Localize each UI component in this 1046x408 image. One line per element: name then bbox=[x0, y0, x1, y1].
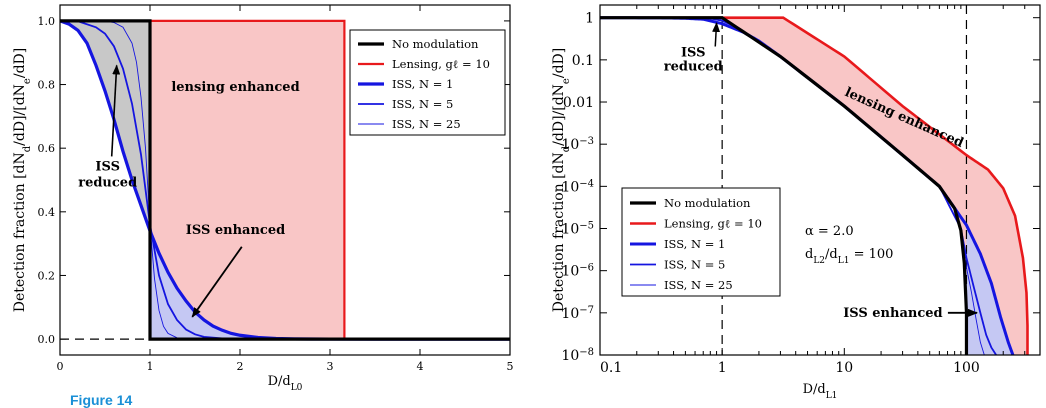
lensing-enhanced-region bbox=[150, 20, 345, 340]
iss-reduced-region bbox=[60, 20, 150, 231]
y-tick-label: 0.4 bbox=[38, 206, 56, 219]
x-tick-label: 5 bbox=[507, 360, 514, 373]
x-axis-label: D/dL0 bbox=[268, 374, 303, 393]
series-line-1 bbox=[600, 16, 1029, 355]
x-tick-label: 2 bbox=[237, 360, 244, 373]
arrow-iss-enhanced bbox=[191, 246, 243, 318]
legend-label: Lensing, gℓ = 10 bbox=[664, 217, 762, 231]
y-tick-label: 0.1 bbox=[572, 53, 594, 69]
y-tick-label: 1.0 bbox=[38, 15, 56, 28]
x-tick-label: 4 bbox=[417, 360, 424, 373]
y-tick-label: 10−3 bbox=[561, 136, 594, 154]
y-tick-label: 0.0 bbox=[38, 333, 56, 346]
legend-label: No modulation bbox=[664, 196, 751, 210]
series-line-0 bbox=[600, 16, 969, 355]
y-tick-label: 10−8 bbox=[561, 347, 594, 365]
y-tick-label: 0.8 bbox=[38, 79, 56, 92]
x-tick-label: 1 bbox=[718, 360, 727, 376]
y-tick-label: 10−4 bbox=[561, 178, 594, 196]
chart-left: 0 1 2 3 4 5 0.0 0.2 0.4 0.6 0.8 1.0 D/dL0 Detection f… bbox=[12, 4, 514, 393]
iss-enhanced-region bbox=[150, 230, 330, 340]
plot-frame bbox=[59, 4, 511, 356]
legend-label: No modulation bbox=[392, 37, 479, 51]
param-alpha: α = 2.0 bbox=[805, 224, 854, 239]
y-axis-label: Detection fraction [dNd/dD]/[dNe/dD] bbox=[12, 48, 33, 312]
annotation-lensing-enhanced: lensing enhanced bbox=[171, 80, 299, 95]
y-tick-label: 0.2 bbox=[38, 269, 56, 282]
y-tick-label: 0.6 bbox=[38, 142, 56, 155]
annotation-iss-enhanced: ISS enhanced bbox=[843, 306, 942, 321]
x-tick-label: 3 bbox=[327, 360, 334, 373]
annotation-iss-reduced: ISS reduced bbox=[664, 46, 723, 75]
series-line-0 bbox=[60, 19, 510, 341]
y-tick-label: 10−7 bbox=[561, 304, 594, 322]
x-axis-label: D/dL1 bbox=[803, 382, 838, 401]
legend-label: ISS, N = 5 bbox=[392, 97, 453, 111]
annotation-iss-enhanced: ISS enhanced bbox=[186, 223, 285, 238]
chart-right: 0.1 1 10 100 1 0.1 0.01 10−3 10−4 10−5 10−6 10−7 10−… bbox=[551, 4, 1041, 401]
x-tick-label: 10 bbox=[835, 360, 853, 376]
legend-box bbox=[621, 187, 781, 297]
y-tick-label: 10−6 bbox=[561, 262, 594, 280]
series-line-4 bbox=[600, 17, 985, 356]
plot-frame bbox=[599, 4, 1041, 356]
legend-label: ISS, N = 1 bbox=[664, 237, 725, 251]
arrow-iss-reduced bbox=[110, 64, 121, 157]
param-distance-ratio: dL2/dL1 = 100 bbox=[805, 247, 893, 266]
x-tick-label: 0 bbox=[57, 360, 64, 373]
legend-label: Lensing, gℓ = 10 bbox=[392, 57, 490, 71]
x-tick-label: 1 bbox=[147, 360, 154, 373]
y-axis-label: Detection fraction [dNd/dD]/[dNe/dD] bbox=[551, 48, 572, 312]
legend-label: ISS, N = 25 bbox=[664, 278, 733, 292]
annotation-iss-reduced: ISS reduced bbox=[78, 159, 137, 190]
figure-caption: Figure 14 bbox=[70, 392, 133, 408]
x-tick-label: 100 bbox=[953, 360, 980, 376]
arrow-iss-reduced bbox=[712, 21, 721, 47]
legend-label: ISS, N = 5 bbox=[664, 258, 725, 272]
x-tick-label: 0.1 bbox=[600, 360, 622, 376]
legend-label: ISS, N = 1 bbox=[392, 77, 453, 91]
y-tick-label: 0.01 bbox=[563, 95, 594, 111]
legend-label: ISS, N = 25 bbox=[392, 117, 461, 131]
y-tick-label: 10−5 bbox=[561, 220, 594, 238]
y-tick-label: 1 bbox=[585, 11, 594, 27]
